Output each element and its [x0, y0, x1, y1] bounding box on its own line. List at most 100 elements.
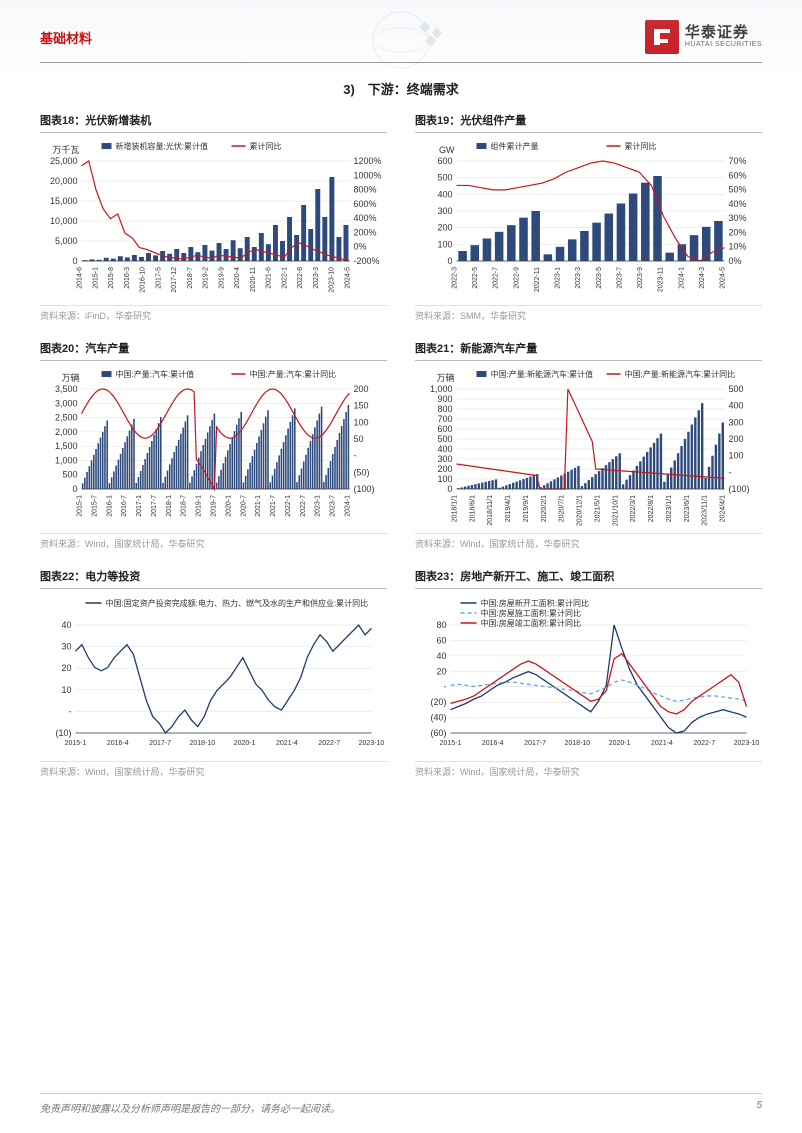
- chart-23: 图表23：房地产新开工、施工、竣工面积 (60)(40)(20)-2040608…: [415, 568, 762, 778]
- svg-text:20: 20: [61, 663, 71, 673]
- svg-text:2020-11: 2020-11: [250, 267, 257, 292]
- svg-text:中国:产量:汽车:累计同比: 中国:产量:汽车:累计同比: [250, 369, 337, 379]
- svg-text:2024-5: 2024-5: [720, 267, 727, 289]
- chart-source: 资料来源：Wind，国家统计局，华泰研究: [415, 761, 762, 778]
- company-name-en: HUATAI SECURITIES: [685, 41, 762, 49]
- svg-text:万辆: 万辆: [436, 372, 454, 383]
- svg-text:20,000: 20,000: [50, 176, 78, 186]
- svg-text:2023-10: 2023-10: [329, 267, 336, 293]
- chart-title: 图表19：光伏组件产量: [415, 112, 762, 133]
- svg-text:2019/4/1: 2019/4/1: [505, 495, 512, 522]
- svg-text:-: -: [354, 451, 357, 461]
- chart-source: 资料来源：Wind，国家统计局，华泰研究: [40, 533, 387, 550]
- svg-text:2023-10: 2023-10: [359, 740, 385, 747]
- logo-icon: [645, 20, 679, 54]
- svg-text:2023-11: 2023-11: [658, 267, 665, 292]
- svg-text:2022-7: 2022-7: [318, 740, 340, 747]
- svg-text:2017-7: 2017-7: [524, 740, 546, 747]
- svg-text:40: 40: [61, 620, 71, 630]
- svg-text:2022/8/1: 2022/8/1: [648, 495, 655, 522]
- chart-canvas: 05001,0001,5002,0002,5003,0003,500(100)(…: [40, 367, 387, 529]
- svg-text:中国:产量:汽车:累计值: 中国:产量:汽车:累计值: [116, 369, 195, 379]
- chart-source: 资料来源：Wind，国家统计局，华泰研究: [415, 533, 762, 550]
- svg-text:组件累计产量: 组件累计产量: [491, 141, 539, 151]
- svg-text:万辆: 万辆: [61, 372, 79, 383]
- disclaimer: 免责声明和披露以及分析师声明是报告的一部分，请务必一起阅读。: [40, 1100, 340, 1115]
- svg-text:2021-6: 2021-6: [266, 267, 273, 289]
- svg-text:2022-11: 2022-11: [534, 267, 541, 292]
- category-label: 基础材料: [40, 28, 92, 47]
- svg-text:0%: 0%: [729, 256, 742, 266]
- svg-text:2017-5: 2017-5: [155, 267, 162, 289]
- svg-text:10%: 10%: [729, 242, 747, 252]
- svg-text:2023-9: 2023-9: [637, 267, 644, 289]
- svg-text:2018-10: 2018-10: [565, 740, 591, 747]
- page-footer: 免责声明和披露以及分析师声明是报告的一部分，请务必一起阅读。 5: [40, 1093, 762, 1115]
- svg-text:1,500: 1,500: [55, 441, 78, 451]
- company-logo: 华泰证券 HUATAI SECURITIES: [645, 20, 762, 54]
- svg-text:100: 100: [437, 239, 452, 249]
- svg-text:60: 60: [436, 635, 446, 645]
- chart-source: 资料来源：SMM，华泰研究: [415, 305, 762, 322]
- svg-text:20: 20: [436, 666, 446, 676]
- svg-text:-: -: [444, 682, 447, 692]
- svg-text:2016-1: 2016-1: [106, 495, 113, 517]
- svg-text:600%: 600%: [354, 199, 377, 209]
- chart-title: 图表18：光伏新增装机: [40, 112, 387, 133]
- chart-canvas: 01002003004005006007008009001,000(100)-1…: [415, 367, 762, 529]
- svg-text:2018-7: 2018-7: [187, 267, 194, 289]
- svg-text:800: 800: [437, 404, 452, 414]
- charts-grid: 图表18：光伏新增装机 05,00010,00015,00020,00025,0…: [0, 112, 802, 778]
- svg-text:2023-7: 2023-7: [616, 267, 623, 289]
- svg-text:2020-1: 2020-1: [609, 740, 631, 747]
- svg-text:2023-5: 2023-5: [596, 267, 603, 289]
- chart-canvas: (10)-102030402015-12016-42017-72018-1020…: [40, 595, 387, 757]
- svg-text:400: 400: [437, 444, 452, 454]
- svg-text:100: 100: [437, 474, 452, 484]
- svg-text:2014-6: 2014-6: [77, 267, 84, 289]
- svg-text:2,000: 2,000: [55, 427, 78, 437]
- svg-text:25,000: 25,000: [50, 156, 78, 166]
- svg-text:中国:产量:新能源汽车:累计同比: 中国:产量:新能源汽车:累计同比: [625, 369, 736, 379]
- chart-title: 图表23：房地产新开工、施工、竣工面积: [415, 568, 762, 589]
- chart-title: 图表20：汽车产量: [40, 340, 387, 361]
- svg-text:30: 30: [61, 642, 71, 652]
- svg-text:2023-1: 2023-1: [315, 495, 322, 517]
- svg-text:3,500: 3,500: [55, 384, 78, 394]
- svg-text:中国:固定资产投资完成额:电力、热力、燃气及水的生产和供应业: 中国:固定资产投资完成额:电力、热力、燃气及水的生产和供应业:累计同比: [106, 598, 369, 608]
- svg-text:80: 80: [436, 620, 446, 630]
- svg-text:中国:房屋新开工面积:累计同比: 中国:房屋新开工面积:累计同比: [481, 598, 589, 608]
- svg-text:1,000: 1,000: [55, 455, 78, 465]
- svg-text:200: 200: [437, 223, 452, 233]
- svg-text:2023-10: 2023-10: [734, 740, 760, 747]
- svg-text:100: 100: [729, 451, 744, 461]
- svg-text:2023-3: 2023-3: [575, 267, 582, 289]
- svg-text:2021/10/1: 2021/10/1: [612, 495, 619, 526]
- svg-text:2019-1: 2019-1: [196, 495, 203, 517]
- section-heading: 3) 下游：终端需求: [0, 79, 802, 98]
- svg-text:60%: 60%: [729, 170, 747, 180]
- svg-text:70%: 70%: [729, 156, 747, 166]
- svg-text:600: 600: [437, 424, 452, 434]
- svg-text:2020/2/1: 2020/2/1: [541, 495, 548, 522]
- svg-text:15,000: 15,000: [50, 196, 78, 206]
- chart-canvas: 05,00010,00015,00020,00025,000-200%0%200…: [40, 139, 387, 301]
- svg-text:2024/4/1: 2024/4/1: [720, 495, 727, 522]
- svg-text:2023-7: 2023-7: [330, 495, 337, 517]
- svg-text:500: 500: [437, 434, 452, 444]
- svg-text:2015-1: 2015-1: [440, 740, 462, 747]
- svg-text:2022-8: 2022-8: [297, 267, 304, 289]
- svg-text:0: 0: [447, 484, 452, 494]
- svg-text:2021-1: 2021-1: [255, 495, 262, 517]
- chart-21: 图表21：新能源汽车产量 010020030040050060070080090…: [415, 340, 762, 550]
- svg-text:200: 200: [729, 434, 744, 444]
- svg-text:2018/1/1: 2018/1/1: [452, 495, 459, 522]
- svg-text:新增装机容量:光伏:累计值: 新增装机容量:光伏:累计值: [116, 141, 208, 151]
- svg-text:万千瓦: 万千瓦: [52, 145, 79, 155]
- svg-text:200: 200: [437, 464, 452, 474]
- svg-text:2023/11/1: 2023/11/1: [702, 495, 709, 526]
- svg-text:2020-1: 2020-1: [225, 495, 232, 517]
- svg-text:2023/1/1: 2023/1/1: [666, 495, 673, 522]
- svg-text:2021-7: 2021-7: [270, 495, 277, 517]
- svg-text:2017-1: 2017-1: [136, 495, 143, 517]
